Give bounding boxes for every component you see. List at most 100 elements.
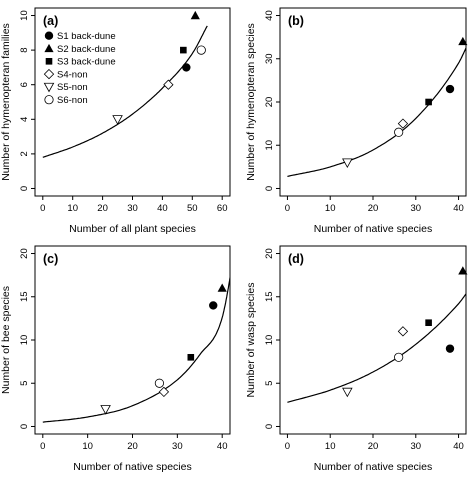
legend-label: S4-non [57, 69, 88, 80]
data-point-s4 [158, 386, 170, 398]
x-tick-label: 0 [285, 441, 290, 452]
panel-label: (d) [288, 252, 304, 266]
data-point-s6 [196, 45, 206, 55]
y-tick-label: 10 [264, 335, 275, 346]
x-tick-label: 10 [67, 203, 78, 214]
x-tick-label: 40 [217, 441, 228, 452]
y-tick-label: 10 [19, 10, 30, 21]
legend-label: S1 back-dune [57, 31, 116, 42]
plot-frame [279, 245, 467, 435]
legend-marker-s4 [43, 68, 55, 80]
x-tick-label: 40 [453, 203, 464, 214]
y-tick-label: 20 [19, 248, 30, 259]
data-point-s1 [209, 301, 218, 310]
data-point-s6 [394, 127, 404, 137]
x-tick-label: 30 [172, 441, 183, 452]
fit-curve [42, 274, 230, 423]
x-tick-label: 0 [40, 441, 45, 452]
legend-marker-s6 [44, 95, 54, 105]
x-axis-title: Number of native species [314, 223, 432, 235]
panel-label: (b) [288, 14, 304, 28]
y-tick-label: 15 [19, 291, 30, 302]
y-tick-label: 0 [19, 186, 30, 191]
data-point-s2 [217, 283, 227, 292]
y-tick-label: 4 [19, 117, 30, 122]
y-tick-label: 10 [19, 335, 30, 346]
data-point-s3 [425, 319, 432, 327]
x-tick-label: 20 [368, 441, 379, 452]
y-axis-title: Number of wasp species [245, 283, 257, 398]
y-tick-label: 6 [19, 82, 30, 87]
data-point-s3 [425, 98, 432, 106]
data-point-s6 [154, 378, 165, 388]
y-tick-label: 0 [264, 186, 275, 191]
y-axis-title: Number of bee species [0, 286, 12, 394]
data-point-s1 [182, 63, 191, 72]
x-tick-label: 30 [410, 203, 421, 214]
y-tick-label: 10 [264, 140, 275, 151]
panel-label: (c) [43, 252, 58, 266]
x-tick-label: 30 [410, 441, 421, 452]
panel-label: (a) [43, 14, 58, 28]
legend-marker-s5 [43, 82, 55, 93]
x-tick-label: 50 [187, 203, 198, 214]
x-axis-title: Number of native species [73, 461, 191, 473]
y-tick-label: 40 [264, 10, 275, 21]
y-tick-label: 2 [19, 151, 30, 156]
y-tick-label: 0 [264, 424, 275, 429]
x-tick-label: 40 [453, 441, 464, 452]
data-point-s4 [163, 79, 174, 90]
legend: S1 back-dune S2 back-dune S3 back-duneS4-n… [43, 31, 116, 106]
y-tick-label: 8 [19, 47, 30, 52]
data-point-s4 [397, 118, 409, 129]
fit-curve [287, 292, 466, 403]
legend-marker-s3 [45, 58, 53, 65]
panel-2: 0 10 20 30 40 0 5 10 15 20 Number of native specie… [0, 245, 231, 473]
y-tick-label: 30 [264, 53, 275, 64]
x-axis-title: Number of native species [314, 461, 432, 473]
data-point-s3 [180, 46, 187, 54]
x-tick-label: 10 [325, 203, 336, 214]
fit-curve [42, 25, 208, 158]
legend-label: S3 back-dune [57, 57, 116, 68]
x-tick-label: 0 [285, 203, 290, 214]
data-point-s2 [190, 10, 200, 20]
y-tick-label: 20 [264, 248, 275, 259]
x-tick-label: 30 [127, 203, 138, 214]
legend-marker-s2 [44, 43, 54, 53]
y-tick-label: 20 [264, 97, 275, 108]
y-tick-label: 15 [264, 291, 275, 302]
x-tick-label: 10 [82, 441, 93, 452]
legend-marker-s1 [44, 31, 54, 40]
fit-curve [287, 46, 466, 177]
data-point-s2 [458, 36, 468, 46]
data-point-s2 [458, 266, 468, 275]
legend-label: S5-non [57, 82, 88, 93]
x-tick-label: 10 [325, 441, 336, 452]
data-point-s5 [342, 387, 353, 398]
data-point-s1 [445, 84, 455, 94]
data-point-s6 [394, 352, 404, 362]
plot-frame [279, 7, 467, 197]
legend-label: S6-non [57, 95, 88, 106]
x-tick-label: 60 [217, 203, 228, 214]
data-point-s4 [397, 326, 409, 337]
x-tick-label: 20 [127, 441, 138, 452]
y-tick-label: 5 [19, 381, 30, 386]
y-tick-label: 5 [264, 381, 275, 386]
x-tick-label: 20 [368, 203, 379, 214]
data-point-s3 [187, 353, 195, 361]
x-tick-label: 0 [40, 203, 45, 214]
y-axis-title: Number of hymenopteran species [245, 23, 257, 181]
x-tick-label: 20 [97, 203, 108, 214]
x-tick-label: 40 [157, 203, 168, 214]
panel-3: 0 10 20 30 40 0 5 10 15 20 Number of native specie… [245, 245, 468, 473]
data-point-s5 [342, 158, 353, 168]
panel-0: 0 10 20 30 40 50 60 0 2 4 6 8 10 Number of all plant … [0, 7, 231, 235]
y-axis-title: Number of hymenopteran families [0, 23, 12, 181]
data-point-s5 [100, 405, 111, 415]
data-point-s5 [112, 115, 123, 125]
data-point-s1 [445, 344, 455, 353]
panel-1: 0 10 20 30 40 0 10 20 30 40 Number of native speci… [245, 7, 468, 235]
x-axis-title: Number of all plant species [69, 223, 196, 235]
